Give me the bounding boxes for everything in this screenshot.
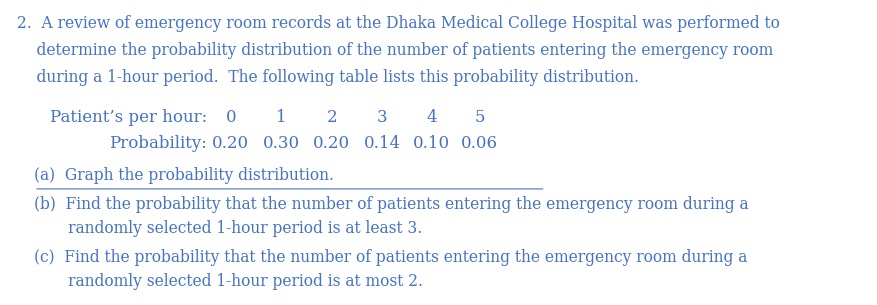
Text: randomly selected 1-hour period is at most 2.: randomly selected 1-hour period is at mo…: [34, 273, 423, 290]
Text: 2: 2: [326, 109, 337, 126]
Text: 0: 0: [225, 109, 236, 126]
Text: 0.06: 0.06: [461, 135, 498, 152]
Text: (c)  Find the probability that the number of patients entering the emergency roo: (c) Find the probability that the number…: [34, 249, 747, 266]
Text: 4: 4: [426, 109, 437, 126]
Text: 0.14: 0.14: [364, 135, 401, 152]
Text: Probability:: Probability:: [110, 135, 207, 152]
Text: 2.  A review of emergency room records at the Dhaka Medical College Hospital was: 2. A review of emergency room records at…: [17, 15, 780, 32]
Text: determine the probability distribution of the number of patients entering the em: determine the probability distribution o…: [17, 42, 774, 59]
Text: during a 1-hour period.  The following table lists this probability distribution: during a 1-hour period. The following ta…: [17, 70, 639, 86]
Text: 0.20: 0.20: [313, 135, 350, 152]
Text: (a)  Graph the probability distribution.: (a) Graph the probability distribution.: [34, 167, 334, 184]
Text: 0.10: 0.10: [413, 135, 450, 152]
Text: randomly selected 1-hour period is at least 3.: randomly selected 1-hour period is at le…: [34, 220, 423, 237]
Text: 3: 3: [377, 109, 388, 126]
Text: Patient’s per hour:: Patient’s per hour:: [50, 109, 207, 126]
Text: 0.20: 0.20: [212, 135, 249, 152]
Text: (b)  Find the probability that the number of patients entering the emergency roo: (b) Find the probability that the number…: [34, 196, 749, 213]
Text: 0.30: 0.30: [263, 135, 300, 152]
Text: 5: 5: [474, 109, 485, 126]
Text: 1: 1: [276, 109, 287, 126]
